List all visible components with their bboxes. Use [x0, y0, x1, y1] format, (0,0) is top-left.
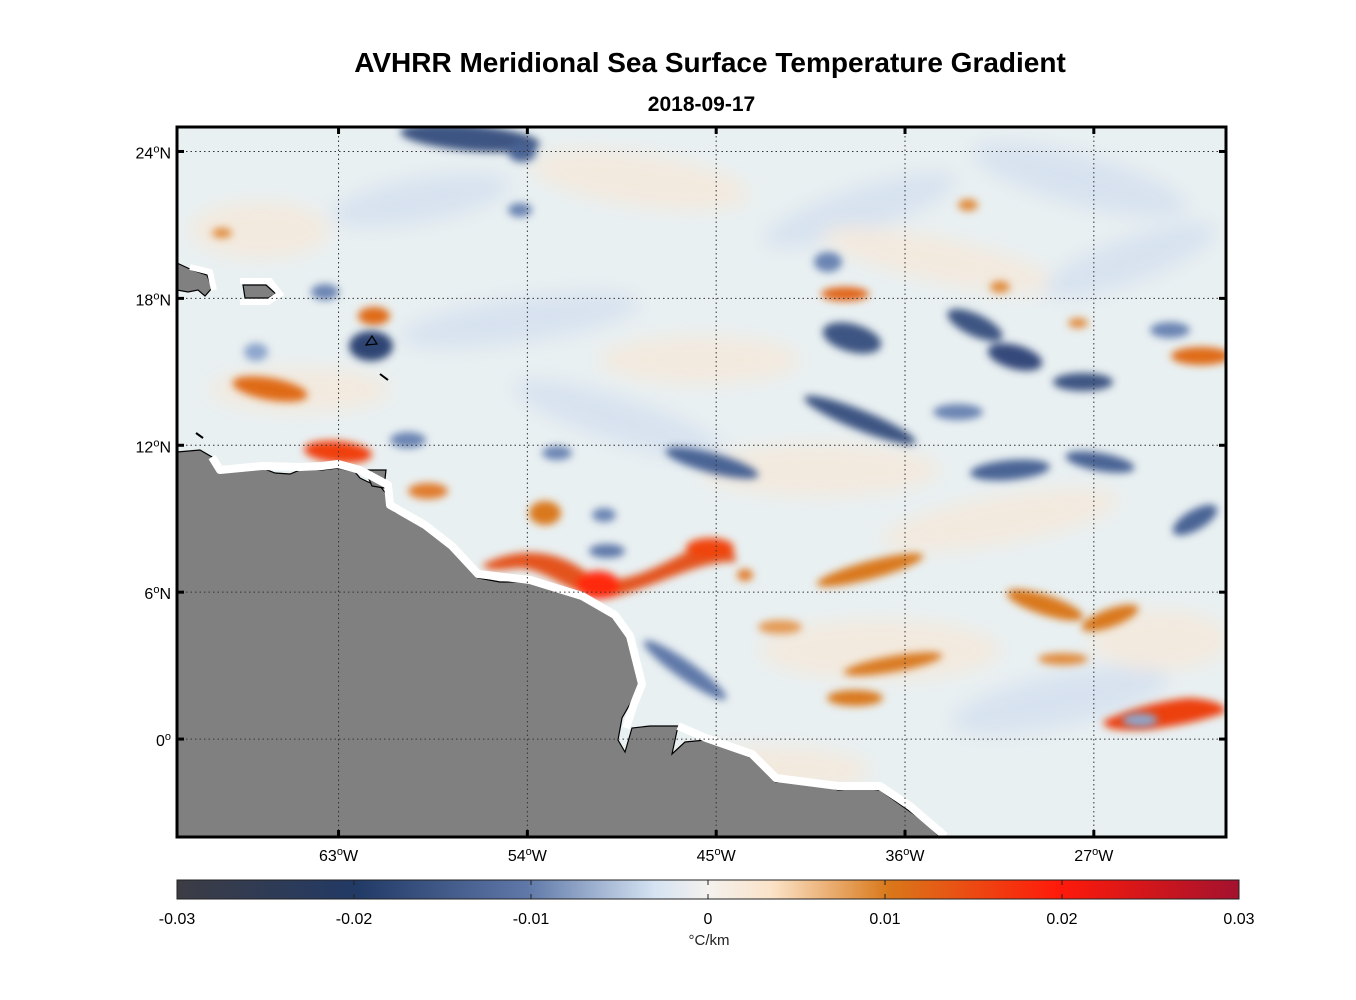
colorbar-tick-label: 0.03 [1223, 911, 1254, 928]
colorbar-tick-label: -0.01 [513, 911, 550, 928]
lat-tick-label: 6oN [144, 584, 171, 603]
chart-date: 2018-09-17 [647, 93, 756, 116]
map-graticule [177, 127, 1226, 837]
positive-gradient-features [212, 199, 1226, 730]
lon-tick-label: 54oW [508, 846, 548, 865]
lon-tick-label: 36oW [885, 846, 925, 865]
colorbar-tick-label: 0.01 [869, 911, 900, 928]
lat-tick-label: 18oN [136, 290, 171, 309]
lat-tick-label: 0o [156, 731, 171, 750]
colorbar-tick-label: -0.03 [159, 911, 196, 928]
colorbar-tick-label: 0.02 [1046, 911, 1077, 928]
colorbar: -0.03 -0.02 -0.01 0 0.01 0.02 0.03 [159, 879, 1255, 928]
lat-tick-label: 24oN [136, 143, 171, 162]
colorbar-ticks: -0.03 -0.02 -0.01 0 0.01 0.02 0.03 [159, 880, 1255, 928]
coastal-data-gap [208, 454, 646, 730]
map-frame [175, 125, 1228, 839]
lat-tick-label: 12oN [136, 437, 171, 456]
map-axes: 24oN 18oN 12oN 6oN 0o 63oW 54oW 45oW 36oW 27oW [136, 127, 1226, 865]
sst-gradient-field [177, 127, 1226, 837]
colorbar-tick-label: 0 [704, 911, 713, 928]
lon-tick-label: 27oW [1074, 846, 1114, 865]
lon-tick-label: 45oW [697, 846, 737, 865]
negative-gradient-features [244, 127, 1218, 727]
colorbar-tick-label: -0.02 [336, 911, 373, 928]
colorbar-units: °C/km [688, 932, 730, 949]
lon-tick-label: 63oW [319, 846, 359, 865]
chart-title: AVHRR Meridional Sea Surface Temperature… [354, 47, 1066, 78]
background-texture [190, 142, 1226, 794]
